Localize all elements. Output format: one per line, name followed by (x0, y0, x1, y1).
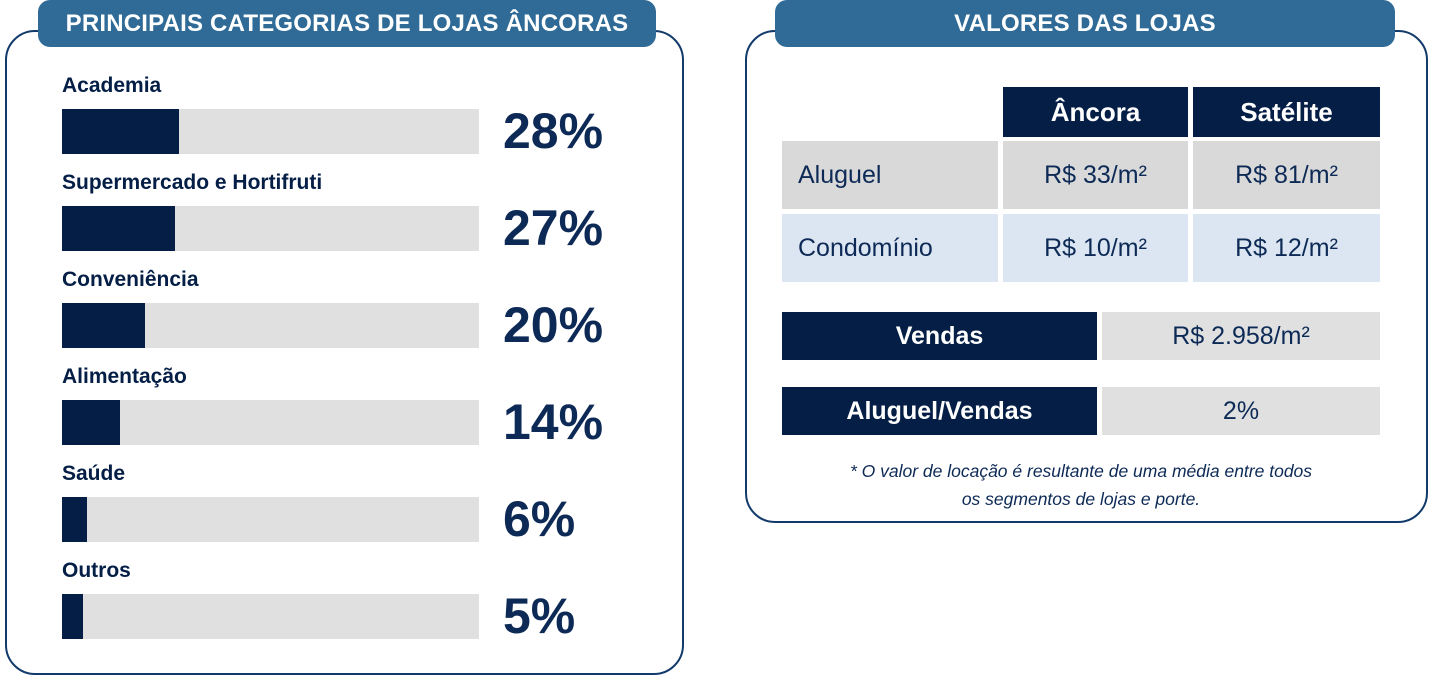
column-header-satelite: Satélite (1193, 87, 1380, 137)
footnote-line-1: * O valor de locação é resultante de uma… (849, 461, 1313, 481)
ancora-value: R$ 10/m² (1003, 214, 1188, 282)
bar-value-label: 5% (503, 588, 576, 644)
summary-label: Aluguel/Vendas (782, 387, 1097, 435)
table-footnote: * O valor de locação é resultante de uma… (782, 457, 1380, 513)
left-panel-title-badge: PRINCIPAIS CATEGORIAS DE LOJAS ÂNCORAS (38, 0, 656, 47)
right-panel-title: VALORES DAS LOJAS (954, 9, 1216, 37)
bar-fill (62, 593, 83, 639)
bar-category-label: Saúde (62, 462, 126, 485)
bar-row-saude: Saúde 6% (62, 462, 662, 544)
summary-value: R$ 2.958/m² (1102, 312, 1380, 360)
bar-row-academia: Academia 28% (62, 74, 662, 156)
satelite-value: R$ 12/m² (1193, 214, 1380, 282)
bar-track (62, 593, 479, 639)
bar-fill (62, 496, 88, 542)
bar-category-label: Conveniência (62, 268, 199, 291)
footnote-line-2: os segmentos de lojas e porte. (961, 489, 1201, 509)
bar-track (62, 108, 479, 154)
bar-row-alimentacao: Alimentação 14% (62, 365, 662, 447)
row-label: Aluguel (782, 141, 998, 209)
store-values-panel: Âncora Satélite Aluguel R$ 33/m² R$ 81/m… (745, 30, 1428, 523)
bar-category-label: Alimentação (62, 365, 187, 388)
bar-value-label: 20% (503, 297, 604, 353)
bar-fill (62, 399, 121, 445)
table-row-aluguel: Aluguel R$ 33/m² R$ 81/m² (782, 141, 1380, 209)
bar-value-label: 28% (503, 103, 604, 159)
bar-row-outros: Outros 5% (62, 559, 662, 641)
column-header-ancora: Âncora (1003, 87, 1188, 137)
table-row-condominio: Condomínio R$ 10/m² R$ 12/m² (782, 214, 1380, 282)
left-panel-title: PRINCIPAIS CATEGORIAS DE LOJAS ÂNCORAS (65, 9, 629, 37)
bar-track (62, 302, 479, 348)
row-label: Condomínio (782, 214, 998, 282)
summary-row-aluguel-vendas: Aluguel/Vendas 2% (782, 387, 1380, 435)
bar-category-label: Academia (62, 74, 162, 97)
bar-row-supermercado: Supermercado e Hortifruti 27% (62, 171, 662, 253)
satelite-value: R$ 81/m² (1193, 141, 1380, 209)
bar-chart: Academia 28% Supermercado e Hortifruti 2… (62, 74, 662, 656)
bar-track (62, 496, 479, 542)
values-table: Âncora Satélite Aluguel R$ 33/m² R$ 81/m… (782, 87, 1380, 513)
bar-fill (62, 108, 179, 154)
bar-row-conveniencia: Conveniência 20% (62, 268, 662, 350)
summary-label: Vendas (782, 312, 1097, 360)
bar-track (62, 399, 479, 445)
bar-value-label: 27% (503, 200, 604, 256)
bar-category-label: Supermercado e Hortifruti (62, 171, 323, 194)
table-header-row: Âncora Satélite (782, 87, 1380, 137)
ancora-value: R$ 33/m² (1003, 141, 1188, 209)
bar-value-label: 6% (503, 491, 576, 547)
summary-row-vendas: Vendas R$ 2.958/m² (782, 312, 1380, 360)
bar-value-label: 14% (503, 394, 604, 450)
summary-value: 2% (1102, 387, 1380, 435)
bar-fill (62, 302, 146, 348)
bar-fill (62, 205, 175, 251)
bar-category-label: Outros (62, 559, 131, 582)
bar-track (62, 205, 479, 251)
table-header-spacer (782, 87, 998, 137)
right-panel-title-badge: VALORES DAS LOJAS (775, 0, 1395, 47)
anchor-categories-panel: Academia 28% Supermercado e Hortifruti 2… (5, 30, 684, 675)
